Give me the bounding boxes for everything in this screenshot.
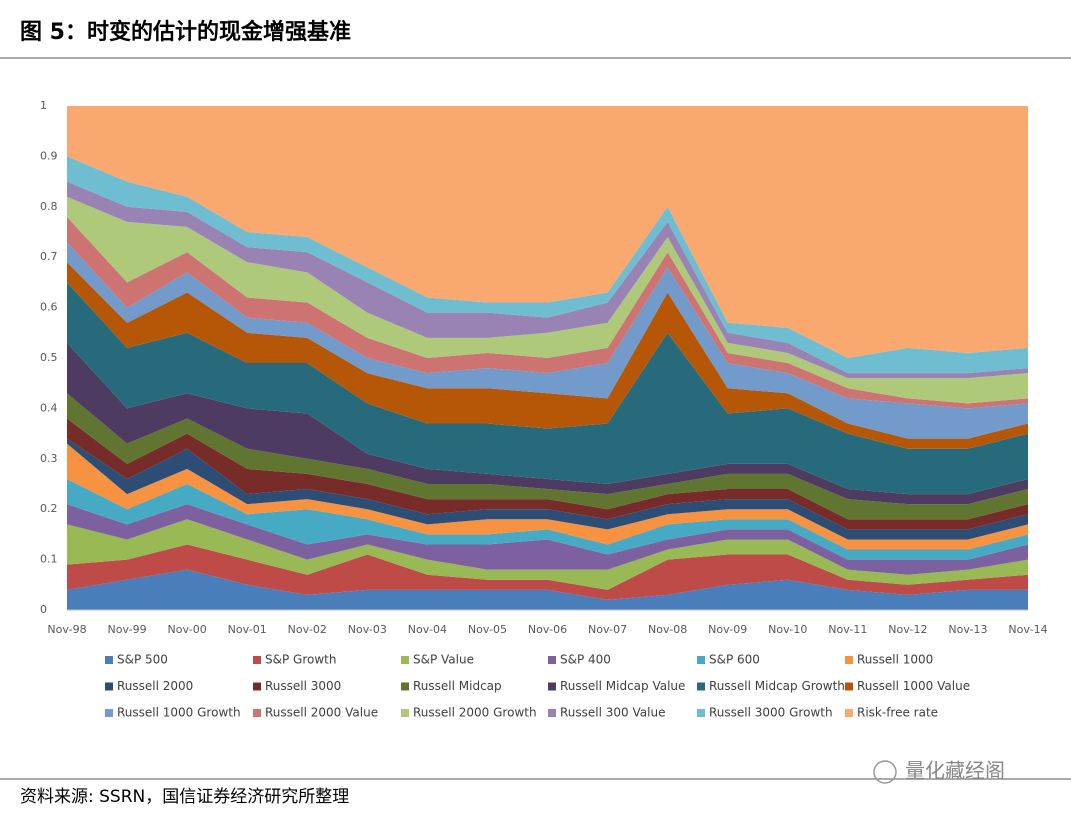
legend-swatch xyxy=(548,682,556,691)
legend-swatch xyxy=(697,656,705,664)
legend-label: Russell 3000 xyxy=(265,679,341,693)
x-tick-label: Nov-99 xyxy=(107,623,146,636)
legend-swatch xyxy=(253,709,261,717)
legend-label: S&P 600 xyxy=(709,653,760,667)
legend-label: Russell Midcap xyxy=(413,679,502,693)
y-tick-label: 0.8 xyxy=(40,200,58,213)
x-tick-label: Nov-02 xyxy=(288,623,327,636)
watermark: 量化藏经阁 xyxy=(905,759,1005,783)
legend-swatch xyxy=(845,656,853,664)
plot: 0 0.1 0.2 0.3 0.4 0.5 0.6 0.7 0.8 0.9 1 Nov-98 Nov-9… xyxy=(40,99,1048,720)
x-tick-label: Nov-12 xyxy=(888,623,927,636)
x-tick-label: Nov-14 xyxy=(1008,623,1047,636)
legend-swatch xyxy=(253,682,261,691)
legend-swatch xyxy=(105,709,113,717)
watermark-icon xyxy=(873,760,897,784)
x-tick-label: Nov-03 xyxy=(348,623,387,636)
y-tick-label: 1 xyxy=(40,99,47,112)
x-tick-label: Nov-04 xyxy=(408,623,447,636)
area xyxy=(67,282,1028,495)
legend-label: Russell 1000 xyxy=(857,653,933,667)
x-tick-label: Nov-06 xyxy=(528,623,567,636)
legend-swatch xyxy=(105,656,113,664)
y-tick-label: 0.5 xyxy=(40,351,58,364)
legend-label: Russell Midcap Growth xyxy=(709,679,845,693)
legend-label: S&P Growth xyxy=(265,653,336,667)
legend-swatch xyxy=(105,682,113,691)
legend-swatch xyxy=(401,656,409,664)
y-tick-label: 0.9 xyxy=(40,149,58,162)
y-tick-label: 0.2 xyxy=(40,502,58,515)
x-tick-label: Nov-13 xyxy=(948,623,987,636)
area xyxy=(67,443,1028,550)
legend-label: S&P Value xyxy=(413,653,474,667)
legend-swatch xyxy=(845,709,853,717)
area xyxy=(67,196,1028,404)
x-tick-label: Nov-05 xyxy=(468,623,507,636)
y-tick-label: 0 xyxy=(40,603,47,616)
legend-swatch xyxy=(697,682,705,691)
x-tick-label: Nov-09 xyxy=(708,623,747,636)
x-tick-label: Nov-11 xyxy=(828,623,867,636)
y-tick-label: 0.6 xyxy=(40,301,58,314)
legend-swatch xyxy=(697,709,705,717)
legend-label: Russell 2000 Value xyxy=(265,706,378,720)
legend-label: Russell 300 Value xyxy=(560,706,665,720)
legend-swatch xyxy=(845,682,853,691)
source-note: 资料来源: SSRN，国信证券经济研究所整理 xyxy=(20,787,349,807)
x-tick-label: Nov-10 xyxy=(768,623,807,636)
area xyxy=(67,216,1028,409)
area xyxy=(67,544,1028,600)
area xyxy=(67,519,1028,590)
x-tick-label: Nov-00 xyxy=(168,623,207,636)
legend-label: Russell 1000 Growth xyxy=(117,706,241,720)
y-tick-label: 0.3 xyxy=(40,452,58,465)
area xyxy=(67,262,1028,449)
figure-title: 图 5：时变的估计的现金增强基准 xyxy=(20,19,351,45)
area xyxy=(67,393,1028,520)
y-tick-label: 0.7 xyxy=(40,250,58,263)
legend-label: Russell 2000 Growth xyxy=(413,706,537,720)
legend-swatch xyxy=(253,656,261,664)
legend-label: Russell 3000 Growth xyxy=(709,706,833,720)
x-tick-label: Nov-07 xyxy=(588,623,627,636)
area xyxy=(67,478,1028,560)
area xyxy=(67,418,1028,530)
area xyxy=(67,242,1028,439)
legend-swatch xyxy=(548,656,556,664)
legend-label: Risk-free rate xyxy=(857,706,938,720)
legend-label: Russell 2000 xyxy=(117,679,193,693)
legend-swatch xyxy=(401,709,409,717)
legend-swatch xyxy=(548,709,556,717)
y-tick-label: 0.1 xyxy=(40,553,58,566)
legend-swatch xyxy=(401,682,409,691)
legend-label: Russell 1000 Value xyxy=(857,679,970,693)
y-tick-label: 0.4 xyxy=(40,401,58,414)
legend-label: S&P 400 xyxy=(560,653,611,667)
area xyxy=(67,156,1028,374)
area xyxy=(67,106,1028,358)
legend-label: Russell Midcap Value xyxy=(560,679,685,693)
legend-label: S&P 500 xyxy=(117,653,168,667)
x-tick-label: Nov-01 xyxy=(228,623,267,636)
x-tick-label: Nov-98 xyxy=(47,623,86,636)
x-tick-label: Nov-08 xyxy=(648,623,687,636)
